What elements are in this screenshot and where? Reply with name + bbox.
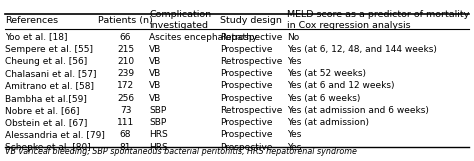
Text: Alessandria et al. [79]: Alessandria et al. [79] <box>5 130 105 139</box>
Text: Schepke et al. [80]: Schepke et al. [80] <box>5 143 91 152</box>
Text: Yes: Yes <box>287 143 301 152</box>
Text: Obstein et al. [67]: Obstein et al. [67] <box>5 118 87 127</box>
Text: 256: 256 <box>117 94 134 103</box>
Text: 172: 172 <box>117 81 134 90</box>
Text: MELD score as a predictor of mortality
in Cox regression analysis: MELD score as a predictor of mortality i… <box>287 10 469 30</box>
Text: Yes (at 52 weeks): Yes (at 52 weeks) <box>287 69 366 78</box>
Text: VB: VB <box>149 69 162 78</box>
Text: Yoo et al. [18]: Yoo et al. [18] <box>5 33 67 42</box>
Text: Yes (at 6 and 12 weeks): Yes (at 6 and 12 weeks) <box>287 81 394 90</box>
Text: Study design: Study design <box>220 16 283 25</box>
Text: Yes: Yes <box>287 130 301 139</box>
Text: VB variceal bleeding, SBP spontaneous bacterial peritonitis, HRS hepatorenal syn: VB variceal bleeding, SBP spontaneous ba… <box>5 147 356 156</box>
Text: Prospective: Prospective <box>220 81 273 90</box>
Text: HRS: HRS <box>149 143 168 152</box>
Text: 81: 81 <box>120 143 131 152</box>
Text: Retrospective: Retrospective <box>220 106 283 115</box>
Text: Chalasani et al. [57]: Chalasani et al. [57] <box>5 69 96 78</box>
Text: Yes (at admission and 6 weeks): Yes (at admission and 6 weeks) <box>287 106 428 115</box>
Text: Yes (at 6, 12, 48, and 144 weeks): Yes (at 6, 12, 48, and 144 weeks) <box>287 45 437 54</box>
Text: 68: 68 <box>120 130 131 139</box>
Text: Yes: Yes <box>287 57 301 66</box>
Text: 239: 239 <box>117 69 134 78</box>
Text: Prospective: Prospective <box>220 130 273 139</box>
Text: 111: 111 <box>117 118 134 127</box>
Text: Complication
investigated: Complication investigated <box>149 10 211 30</box>
Text: SBP: SBP <box>149 106 166 115</box>
Text: VB: VB <box>149 94 162 103</box>
Text: References: References <box>5 16 58 25</box>
Text: 73: 73 <box>120 106 131 115</box>
Text: Prospective: Prospective <box>220 143 273 152</box>
Text: No: No <box>287 33 299 42</box>
Text: 210: 210 <box>117 57 134 66</box>
Text: HRS: HRS <box>149 130 168 139</box>
Text: Retrospective: Retrospective <box>220 33 283 42</box>
Text: Bambha et al.[59]: Bambha et al.[59] <box>5 94 87 103</box>
Text: Retrospective: Retrospective <box>220 57 283 66</box>
Text: Nobre et al. [66]: Nobre et al. [66] <box>5 106 79 115</box>
Text: Cheung et al. [56]: Cheung et al. [56] <box>5 57 87 66</box>
Text: Yes (at 6 weeks): Yes (at 6 weeks) <box>287 94 360 103</box>
Text: VB: VB <box>149 81 162 90</box>
Text: Prospective: Prospective <box>220 45 273 54</box>
Text: 66: 66 <box>120 33 131 42</box>
Text: Patients (n): Patients (n) <box>98 16 153 25</box>
Text: VB: VB <box>149 45 162 54</box>
Text: Ascites encephalopathy: Ascites encephalopathy <box>149 33 257 42</box>
Text: Prospective: Prospective <box>220 118 273 127</box>
Text: Amitrano et al. [58]: Amitrano et al. [58] <box>5 81 94 90</box>
Text: Prospective: Prospective <box>220 69 273 78</box>
Text: 215: 215 <box>117 45 134 54</box>
Text: Yes (at admission): Yes (at admission) <box>287 118 369 127</box>
Text: SBP: SBP <box>149 118 166 127</box>
Text: VB: VB <box>149 57 162 66</box>
Text: Prospective: Prospective <box>220 94 273 103</box>
Text: Sempere et al. [55]: Sempere et al. [55] <box>5 45 93 54</box>
